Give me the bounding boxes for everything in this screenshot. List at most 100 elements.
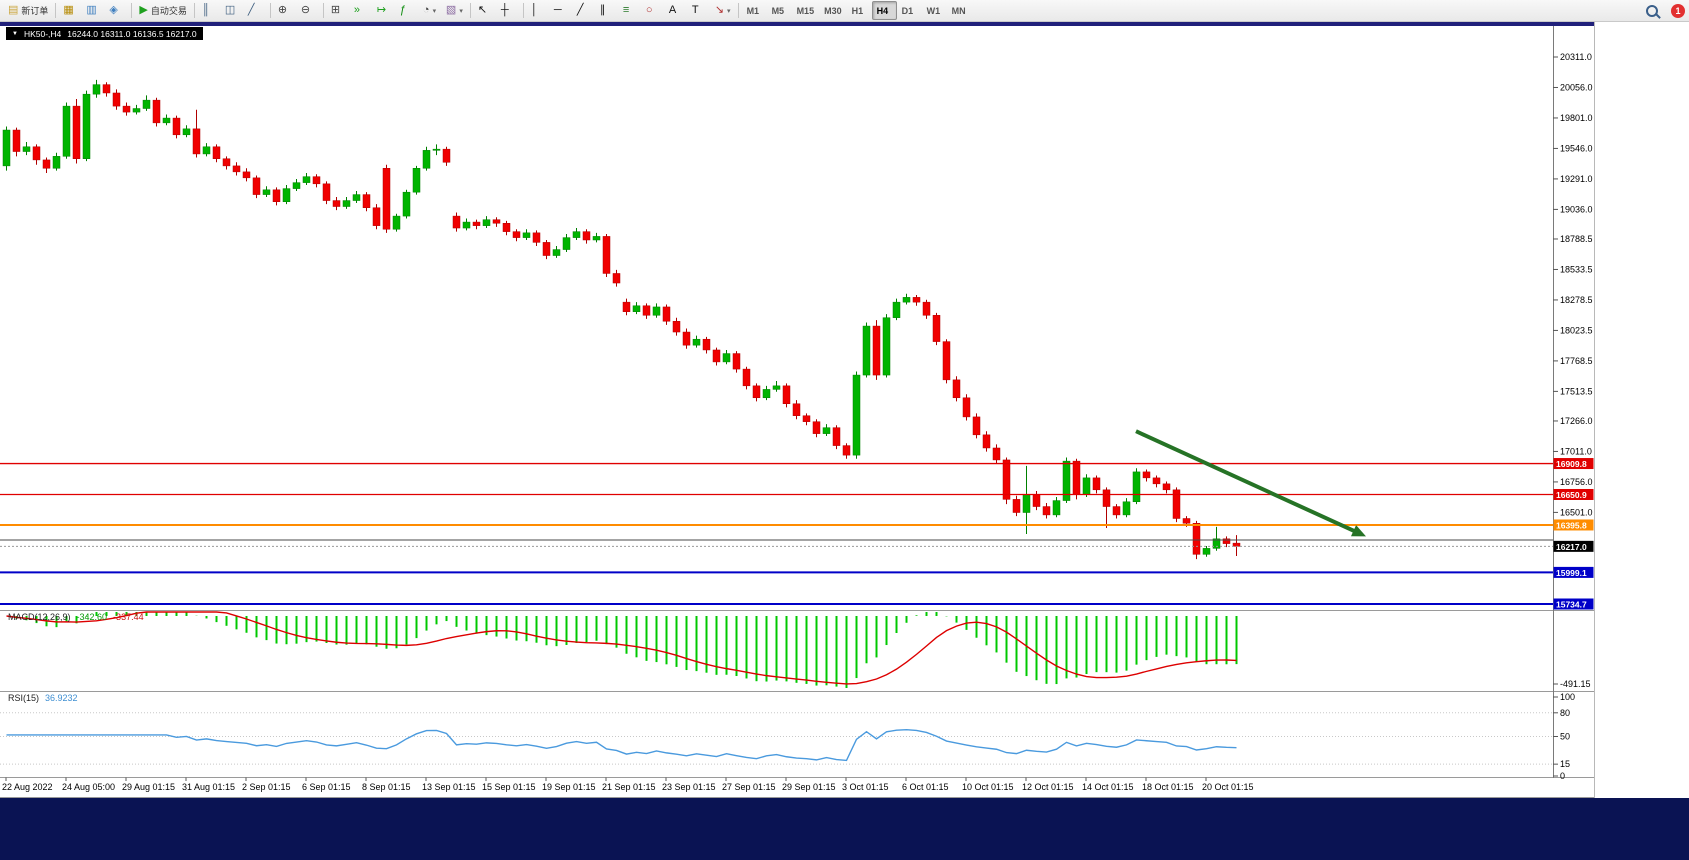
- text-button[interactable]: A: [665, 1, 688, 20]
- svg-text:16909.8: 16909.8: [1556, 459, 1587, 469]
- toolbar-button-label: 自动交易: [150, 6, 187, 16]
- clock-icon: ◔: [422, 4, 430, 16]
- navigator-icon: ◈: [109, 4, 118, 16]
- navigator-button[interactable]: ◈: [105, 1, 128, 20]
- shapes-icon: ○: [645, 4, 653, 16]
- price-tag-16909.8: 16909.8: [1553, 458, 1594, 470]
- macd-main-value: -342.60: [76, 612, 108, 622]
- svg-text:3 Oct 01:15: 3 Oct 01:15: [842, 782, 889, 792]
- svg-text:18023.5: 18023.5: [1560, 325, 1593, 335]
- templates-button[interactable]: ▧ ▾: [442, 1, 467, 20]
- svg-text:10 Oct 01:15: 10 Oct 01:15: [962, 782, 1014, 792]
- candles-icon: ◫: [224, 4, 236, 16]
- zoom-out-button[interactable]: ⊖: [297, 1, 320, 20]
- channel-icon: ∥: [599, 4, 606, 16]
- fibo-icon: ≡: [622, 4, 630, 16]
- svg-text:16756.0: 16756.0: [1560, 477, 1593, 487]
- template-icon: ▧: [445, 4, 457, 16]
- svg-text:20056.0: 20056.0: [1560, 82, 1593, 92]
- search-button[interactable]: [1642, 1, 1665, 20]
- candle-chart-button[interactable]: ◫: [221, 1, 244, 20]
- timeframe-mn[interactable]: MN: [951, 5, 966, 16]
- tile-windows-button[interactable]: ⊞: [327, 1, 350, 20]
- timeframe-m1[interactable]: M1: [746, 5, 760, 16]
- price-axis-ticks: 20311.0 20056.0 19801.0 19546.0 19291.0 19036…: [1553, 52, 1593, 517]
- new-order-button[interactable]: ▤ 新订单: [4, 1, 52, 20]
- svg-text:6 Oct 01:15: 6 Oct 01:15: [902, 782, 949, 792]
- candlestick-series: [2, 79, 1241, 560]
- timeframe-m15[interactable]: M15: [796, 5, 815, 16]
- collapse-icon[interactable]: ▼: [12, 30, 18, 37]
- hline-icon: ─: [553, 4, 562, 16]
- chart-plot-area[interactable]: [0, 27, 1553, 610]
- svg-text:19291.0: 19291.0: [1560, 174, 1593, 184]
- price-tag-16395.8: 16395.8: [1553, 519, 1594, 531]
- svg-text:21 Sep 01:15: 21 Sep 01:15: [602, 782, 656, 792]
- trend-arrow[interactable]: [1135, 429, 1360, 535]
- zoom-in-button[interactable]: ⊕: [274, 1, 297, 20]
- fx-icon: ƒ: [399, 4, 407, 16]
- svg-text:0: 0: [1560, 771, 1565, 781]
- vertical-line-button[interactable]: │: [527, 1, 550, 20]
- price-axis[interactable]: [1553, 27, 1594, 778]
- linechart-icon: ╱: [247, 4, 255, 16]
- data-window-button[interactable]: ▥: [82, 1, 105, 20]
- toolbar-separator: [55, 3, 57, 18]
- dropdown-caret-icon: ▾: [432, 7, 437, 15]
- toolbar-separator: [193, 3, 195, 18]
- periods-button[interactable]: ◔ ▾: [419, 1, 442, 20]
- timeframe-m30[interactable]: M30: [824, 5, 842, 16]
- trendline-button[interactable]: ╱: [573, 1, 596, 20]
- trend-arrow-head: [1351, 525, 1366, 537]
- zoom-out-icon: ⊖: [300, 4, 311, 16]
- shapes-button[interactable]: ○: [642, 1, 665, 20]
- chart-title-tab[interactable]: ▼ HK50-,H4 16244.0 16311.0 16136.5 16217…: [6, 27, 203, 40]
- time-axis[interactable]: 22 Aug 2022 24 Aug 05:00 29 Aug 01:15 31 Au…: [2, 777, 1254, 793]
- price-tag-16650.9: 16650.9: [1553, 488, 1594, 500]
- line-chart-button[interactable]: ╱: [244, 1, 267, 20]
- toolbar-separator: [469, 3, 471, 18]
- channel-button[interactable]: ∥: [596, 1, 619, 20]
- toolbar-separator: [522, 3, 524, 18]
- bottom-strip: [0, 798, 1689, 860]
- arrows-button[interactable]: ↘ ▾: [711, 1, 735, 20]
- svg-text:17266.0: 17266.0: [1560, 416, 1593, 426]
- chart-symbol: HK50-,H4: [23, 28, 62, 39]
- auto-scroll-button[interactable]: »: [350, 1, 373, 20]
- svg-text:16501.0: 16501.0: [1560, 507, 1593, 517]
- timeframe-m5[interactable]: M5: [771, 5, 785, 16]
- bar-chart-button[interactable]: ║: [198, 1, 221, 20]
- indicators-button[interactable]: ƒ: [396, 1, 419, 20]
- svg-text:16395.8: 16395.8: [1556, 520, 1587, 530]
- crosshair-button[interactable]: ┼: [497, 1, 520, 20]
- cursor-button[interactable]: ↖: [474, 1, 497, 20]
- magnifier-icon: [1646, 4, 1658, 17]
- rsi-name: RSI(15): [8, 693, 40, 703]
- charts-button[interactable]: ▦: [59, 1, 82, 20]
- doc-plus-icon: ▤: [8, 4, 19, 16]
- dropdown-caret-icon: ▾: [459, 7, 463, 15]
- horizontal-line-button[interactable]: ─: [550, 1, 573, 20]
- chart-shift-button[interactable]: ↦: [373, 1, 396, 20]
- timeframe-h4[interactable]: H4: [871, 1, 897, 20]
- label-button[interactable]: T: [688, 1, 711, 20]
- data-window-icon: ▥: [86, 4, 97, 16]
- svg-text:27 Sep 01:15: 27 Sep 01:15: [722, 782, 776, 792]
- autotrade-button[interactable]: ▶ 自动交易: [135, 1, 190, 20]
- svg-text:29 Aug 01:15: 29 Aug 01:15: [122, 782, 175, 792]
- bars-icon: ║: [201, 4, 210, 16]
- svg-text:31 Aug 01:15: 31 Aug 01:15: [182, 782, 235, 792]
- tline-icon: ╱: [576, 4, 584, 16]
- timeframe-w1[interactable]: W1: [926, 5, 941, 16]
- svg-text:15999.1: 15999.1: [1556, 568, 1587, 578]
- svg-text:20 Oct 01:15: 20 Oct 01:15: [1202, 782, 1254, 792]
- fibonacci-button[interactable]: ≡: [619, 1, 642, 20]
- timeframe-d1[interactable]: D1: [901, 5, 914, 16]
- toolbar: ▤ 新订单 ▦ ▥ ◈ ▶ 自动交易 ║ ◫ ╱ ⊕ ⊖ ⊞» ↦ ƒ ◔ ▾ ▧ ▾ ↖ ┼ │ ─ ╱ ∥ ≡ ○ A T ↘ ▾ M1 M…: [0, 0, 1689, 22]
- shift-icon: ↦: [376, 4, 387, 16]
- notification-badge[interactable]: 1: [1671, 3, 1685, 18]
- chart-window-top-strip: [0, 22, 1594, 26]
- timeframe-h1[interactable]: H1: [851, 5, 864, 16]
- macd-name: MACD(12,26,9): [8, 612, 71, 622]
- svg-text:18278.5: 18278.5: [1560, 295, 1593, 305]
